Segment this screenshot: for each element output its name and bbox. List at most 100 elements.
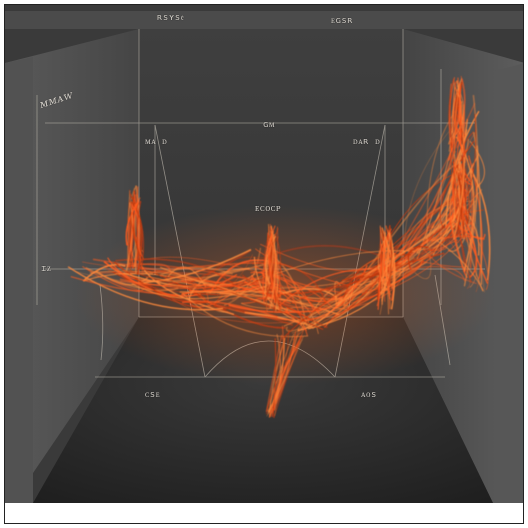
fiber-strand (255, 248, 360, 289)
fiber-tuft (377, 226, 382, 310)
label-upper-mid-left: ᴍᴀ ᴅ (145, 137, 168, 147)
fiber-strand (319, 285, 364, 316)
fiber-strand (271, 250, 416, 276)
label-upper-mid-right: ᴅᴀʀ ᴅ (353, 137, 381, 147)
fiber-strand (188, 267, 250, 301)
label-top-left: ʀsʏs𝔢 (157, 13, 185, 23)
fiber-strand (206, 279, 256, 294)
fiber-strand (457, 195, 489, 290)
left-outer-panel (5, 57, 33, 503)
fiber-tuft (449, 83, 455, 160)
render-stage: ʀsʏs𝔢 ᴇɢsʀ ᴍᴀ ᴅ ɢᴍ ᴅᴀʀ ᴅ ᴇᴄᴏᴄᴘ ɪᴢ ᴄsᴇ ᴀᴏ… (4, 4, 524, 524)
fiber-strand (249, 285, 319, 334)
fiber-strand (432, 189, 483, 242)
fiber-tuft (454, 165, 460, 222)
orange-fiber-mass (67, 75, 491, 419)
fiber-strand (159, 266, 233, 277)
fiber-tuft (130, 203, 141, 265)
fiber-strand (343, 277, 370, 307)
fiber-tuft (457, 92, 464, 153)
fiber-strand (89, 270, 241, 296)
fiber-tail (265, 334, 283, 413)
fiber-tail (268, 335, 303, 418)
fiber-strand (244, 295, 348, 311)
fiber-tuft (382, 230, 392, 296)
fiber-strand (319, 226, 472, 311)
label-upper-mid-center: ɢᴍ (263, 120, 276, 130)
fiber-tuft (448, 83, 461, 161)
fiber-tuft (456, 90, 462, 156)
fiber-tail (274, 339, 295, 416)
fiber-strand (414, 254, 432, 279)
fiber-strand (82, 261, 262, 269)
left-wall (5, 29, 139, 473)
fiber-tuft (383, 230, 393, 288)
fiber-tuft (127, 189, 132, 274)
fiber-tuft (272, 233, 282, 313)
fiber-strand (240, 296, 355, 310)
top-band (5, 11, 523, 29)
fiber-strand (455, 230, 480, 293)
fiber-tuft (129, 199, 139, 253)
fiber-strand (407, 246, 429, 271)
fiber-strand (272, 245, 385, 258)
fiber-strand (148, 273, 256, 286)
fiber-strand (171, 298, 314, 324)
fiber-strand (67, 266, 224, 311)
fiber-tail (271, 339, 303, 414)
label-bottom-right: ᴀᴏs (361, 390, 377, 400)
fiber-tuft (381, 240, 388, 302)
fiber-strand (120, 276, 236, 287)
label-bottom-left: ᴄsᴇ (145, 390, 161, 400)
fiber-tuft (130, 201, 142, 257)
fiber-tuft (463, 174, 469, 223)
fiber-strand (345, 277, 378, 307)
fiber-strand (455, 136, 475, 273)
fiber-strand (347, 219, 456, 312)
right-outer-panel (495, 63, 523, 503)
fiber-strand (181, 300, 278, 318)
fiber-strand (423, 248, 477, 285)
fiber-tuft (449, 87, 461, 141)
fiber-strand (408, 266, 466, 282)
fiber-tuft (269, 225, 277, 309)
box-scene (5, 5, 523, 523)
fiber-strand (259, 270, 315, 313)
fiber-tuft (136, 200, 142, 262)
fiber-strand (433, 234, 477, 281)
fiber-strand (223, 247, 262, 306)
fiber-strand (285, 316, 326, 332)
fiber-strand (249, 275, 330, 310)
fiber-tail (267, 336, 304, 412)
fiber-tuft (132, 190, 142, 261)
fiber-strand (85, 266, 179, 292)
fiber-tuft (448, 77, 455, 151)
fiber-tuft (453, 157, 465, 240)
fiber-tuft (448, 78, 454, 141)
fiber-tuft (267, 232, 276, 304)
fiber-strand (254, 265, 342, 294)
fiber-tuft (453, 171, 467, 243)
fiber-tail (268, 333, 295, 413)
fiber-strand (283, 279, 333, 308)
fiber-tuft (452, 159, 465, 239)
fiber-strand (327, 232, 460, 323)
fiber-tuft (460, 164, 467, 228)
fiber-tuft (386, 225, 393, 286)
fiber-strand (187, 249, 252, 285)
fiber-strand (228, 304, 322, 313)
fiber-strand (258, 261, 302, 308)
fiber-tuft (125, 201, 139, 246)
fiber-tuft (269, 239, 282, 309)
fiber-strand (131, 283, 269, 300)
fiber-strand (337, 247, 414, 307)
fiber-tuft (381, 227, 395, 289)
fiber-tail (273, 335, 287, 418)
fiber-strand (250, 271, 320, 315)
fiber-strand (469, 169, 491, 281)
fiber-strand (476, 145, 483, 285)
fiber-strand (322, 253, 385, 322)
fiber-strand (215, 286, 324, 331)
fiber-strand (334, 269, 409, 309)
fiber-tuft (375, 240, 381, 294)
